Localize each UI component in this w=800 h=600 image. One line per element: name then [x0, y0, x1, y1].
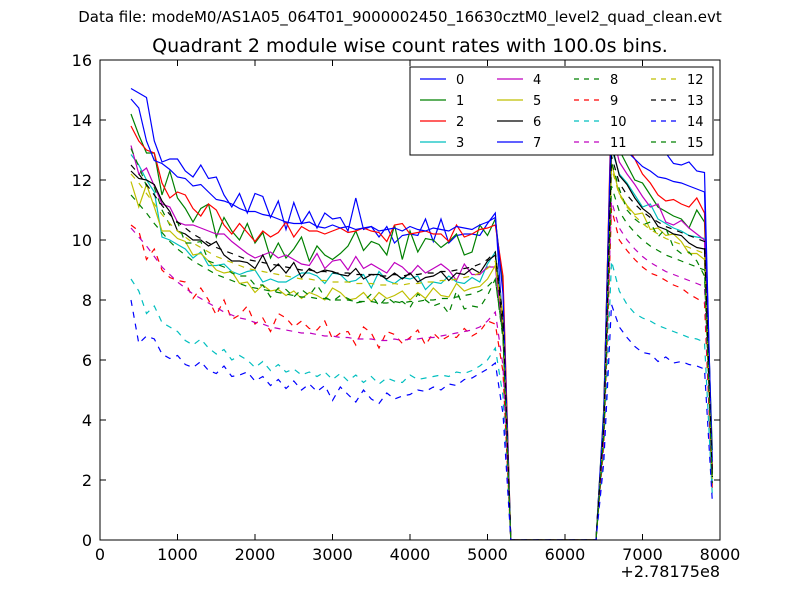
x-tick-label: 3000	[312, 545, 353, 564]
series-line-14	[130, 299, 713, 540]
legend-label-8: 8	[610, 73, 618, 88]
series-line-0	[130, 87, 713, 540]
legend-label-7: 7	[533, 136, 541, 151]
y-tick-label: 4	[82, 411, 92, 430]
y-tick-label: 0	[82, 531, 92, 550]
legend-label-6: 6	[533, 115, 541, 130]
legend-label-2: 2	[456, 115, 464, 130]
y-tick-label: 6	[82, 351, 92, 370]
x-tick-label: 1000	[157, 545, 198, 564]
legend-label-3: 3	[456, 136, 464, 151]
legend-label-12: 12	[687, 73, 704, 88]
y-tick-label: 8	[82, 291, 92, 310]
series-line-1	[130, 107, 713, 540]
legend-label-5: 5	[533, 94, 541, 109]
series-line-7	[130, 98, 713, 540]
series-line-4	[130, 128, 713, 540]
series-layer	[130, 87, 713, 540]
x-tick-label: 8000	[700, 545, 741, 564]
legend-label-4: 4	[533, 73, 541, 88]
series-line-15	[130, 185, 713, 540]
y-tick-label: 16	[72, 51, 92, 70]
legend-label-0: 0	[456, 73, 464, 88]
legend-label-10: 10	[610, 115, 627, 130]
x-axis-offset-label: +2.78175e8	[620, 562, 720, 581]
legend-label-11: 11	[610, 136, 627, 151]
series-line-13	[130, 155, 713, 540]
axes-layer: 0 1000 2000 3000 4000 5000 6000 7000 80000246810…	[72, 51, 741, 564]
x-tick-label: 6000	[545, 545, 586, 564]
series-line-8	[130, 148, 713, 540]
legend-label-13: 13	[687, 94, 704, 109]
legend-label-15: 15	[687, 136, 704, 151]
y-tick-label: 12	[72, 171, 92, 190]
y-tick-label: 14	[72, 111, 92, 130]
series-line-12	[130, 167, 713, 540]
series-line-5	[130, 163, 713, 540]
chart-title: Quadrant 2 module wise count rates with …	[152, 35, 668, 57]
figure-suptitle: Data file: modeM0/AS1A05_064T01_90000024…	[78, 8, 722, 26]
series-line-10	[130, 260, 713, 540]
series-line-3	[130, 148, 713, 540]
x-tick-label: 4000	[390, 545, 431, 564]
legend-label-14: 14	[687, 115, 704, 130]
series-line-11	[130, 200, 713, 540]
legend-label-9: 9	[610, 94, 618, 109]
x-tick-label: 5000	[467, 545, 508, 564]
y-tick-label: 10	[72, 231, 92, 250]
series-line-6	[130, 143, 713, 540]
x-tick-label: 2000	[235, 545, 276, 564]
y-tick-label: 2	[82, 471, 92, 490]
x-tick-label: 7000	[622, 545, 663, 564]
series-line-9	[130, 208, 713, 540]
legend-frame	[409, 66, 714, 156]
legend-label-1: 1	[456, 94, 464, 109]
x-tick-label: 0	[95, 545, 105, 564]
